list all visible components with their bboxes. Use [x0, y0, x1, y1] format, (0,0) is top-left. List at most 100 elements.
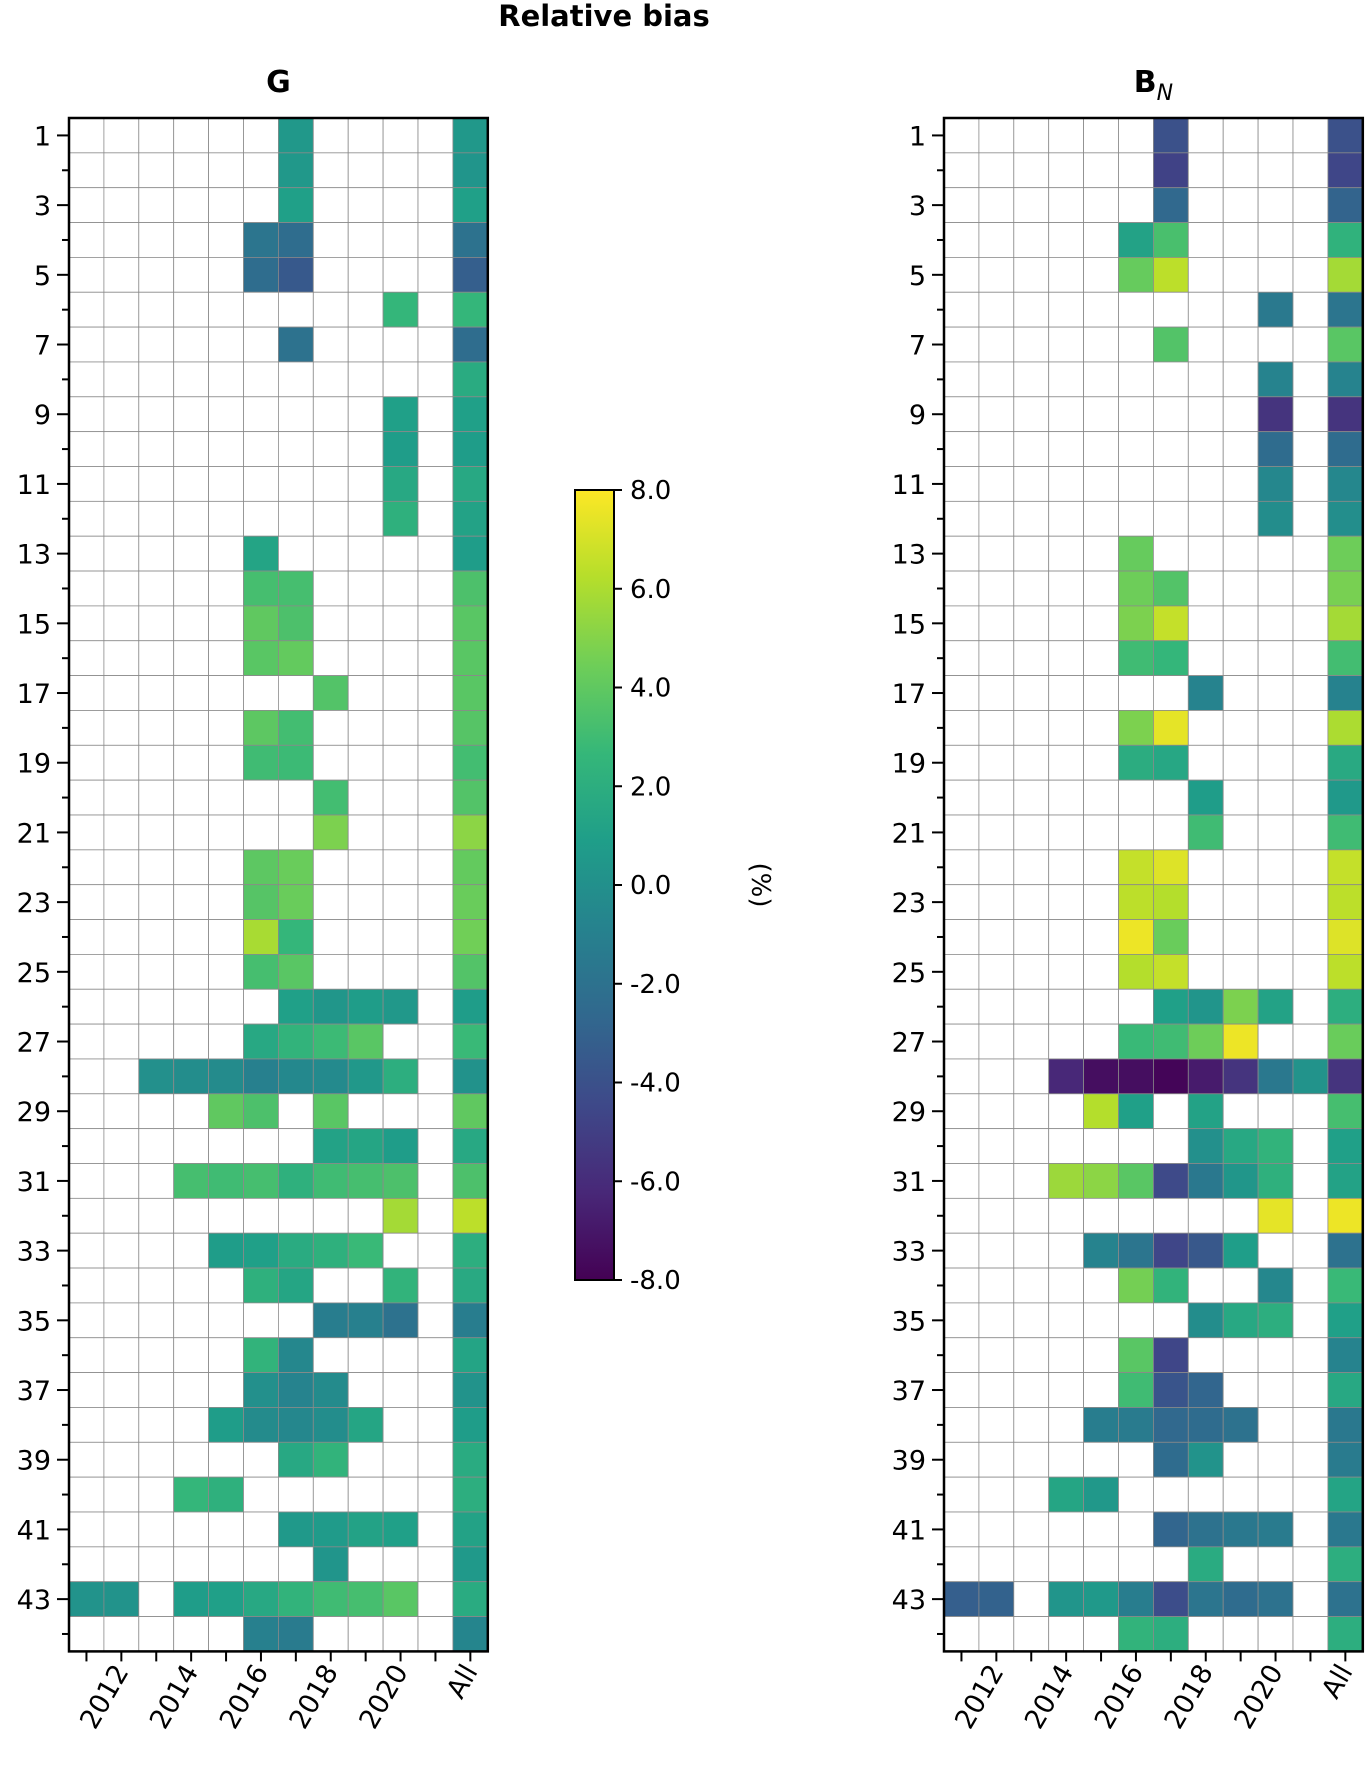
heatmap-cell-empty: [243, 1441, 279, 1478]
heatmap-cell: [277, 1511, 314, 1548]
heatmap-cell-empty: [103, 605, 140, 642]
heatmap-cell: [452, 1023, 489, 1060]
heatmap-cell-empty: [1222, 570, 1259, 607]
heatmap-cell: [1153, 187, 1189, 223]
heatmap-cell: [1222, 1163, 1259, 1199]
heatmap-cell-empty: [103, 1023, 140, 1060]
heatmap-cell: [347, 1302, 384, 1339]
heatmap-cell-empty: [1153, 466, 1189, 502]
heatmap-cell-empty: [68, 884, 105, 920]
heatmap-cell-empty: [103, 1197, 140, 1234]
heatmap-cell: [1327, 1511, 1364, 1548]
heatmap-cell: [312, 675, 349, 711]
y-tick-label: 19: [892, 749, 926, 780]
heatmap-cell-empty: [1013, 187, 1050, 223]
heatmap-cell-empty: [943, 1616, 980, 1652]
heatmap-cell-empty: [173, 222, 209, 258]
heatmap-cell: [452, 361, 489, 398]
heatmap-cell: [1153, 1511, 1189, 1548]
heatmap-cell-empty: [1222, 849, 1259, 886]
heatmap-cell-empty: [138, 570, 175, 607]
heatmap-cell: [243, 1023, 279, 1060]
heatmap-cell-empty: [978, 710, 1015, 746]
heatmap-cell-empty: [243, 675, 279, 711]
heatmap-cell-empty: [208, 779, 244, 816]
heatmap-cell-empty: [243, 431, 279, 467]
heatmap-cell-empty: [173, 361, 209, 398]
heatmap-cell-empty: [138, 744, 175, 781]
heatmap-cell-empty: [208, 1372, 244, 1408]
heatmap-cell-empty: [1187, 222, 1224, 258]
heatmap-cell-empty: [312, 570, 349, 607]
heatmap-cell: [243, 954, 279, 990]
heatmap-cell-empty: [68, 1441, 105, 1478]
colorbar-tick-label: -6.0: [630, 1167, 681, 1197]
heatmap-cell: [452, 1267, 489, 1304]
heatmap-cell: [1118, 1163, 1154, 1199]
heatmap-cell-empty: [173, 919, 209, 955]
heatmap-cell-empty: [1013, 988, 1050, 1025]
heatmap-cell-empty: [68, 1093, 105, 1130]
heatmap-cell-empty: [68, 779, 105, 816]
heatmap-cell: [382, 500, 419, 537]
heatmap-cell-empty: [1083, 222, 1119, 258]
heatmap-cell: [68, 1581, 105, 1617]
heatmap-cell-empty: [103, 1441, 140, 1478]
heatmap-cell: [277, 744, 314, 781]
heatmap-cell: [243, 1093, 279, 1130]
y-tick-label: 9: [34, 400, 51, 431]
heatmap-cell-empty: [347, 1267, 384, 1304]
heatmap-cell: [452, 1616, 489, 1652]
heatmap-cell-empty: [1187, 466, 1224, 502]
heatmap-cell-empty: [103, 535, 140, 572]
heatmap-cell: [1327, 1337, 1364, 1373]
heatmap-cell-empty: [243, 466, 279, 502]
heatmap-cell-empty: [978, 570, 1015, 607]
heatmap-cell-empty: [1222, 1197, 1259, 1234]
heatmap-cell: [312, 814, 349, 851]
heatmap-cell-empty: [138, 1616, 175, 1652]
heatmap-cell: [452, 1476, 489, 1513]
heatmap-cell: [277, 187, 314, 223]
heatmap-cell: [277, 1232, 314, 1269]
heatmap-cell: [1153, 1163, 1189, 1199]
heatmap-cell-empty: [1083, 919, 1119, 955]
heatmap-cell-empty: [1292, 605, 1329, 642]
y-tick-label: 11: [892, 470, 926, 501]
heatmap-cell-empty: [347, 744, 384, 781]
heatmap-cell: [1257, 1128, 1294, 1164]
heatmap-cell-empty: [1187, 954, 1224, 990]
heatmap-cell: [1327, 1197, 1364, 1234]
heatmap-cell-empty: [382, 187, 419, 223]
heatmap-cell-empty: [1292, 1511, 1329, 1548]
heatmap-cell-empty: [68, 187, 105, 223]
heatmap-cell: [1257, 1058, 1294, 1095]
heatmap-cell-empty: [173, 256, 209, 293]
heatmap-cell-empty: [1292, 919, 1329, 955]
heatmap-cell-empty: [277, 500, 314, 537]
heatmap-cell: [1327, 1023, 1364, 1060]
heatmap-cell-empty: [347, 1476, 384, 1513]
heatmap-cell-empty: [208, 1511, 244, 1548]
heatmap-cell: [1327, 1546, 1364, 1583]
heatmap-cell-empty: [68, 744, 105, 781]
y-tick-label: 31: [892, 1167, 926, 1198]
heatmap-cell-empty: [312, 1267, 349, 1304]
heatmap-cell: [243, 1163, 279, 1199]
heatmap-cell-empty: [277, 291, 314, 328]
heatmap-cell-empty: [1222, 152, 1259, 189]
heatmap-cell-empty: [417, 361, 454, 398]
heatmap-cell-empty: [208, 291, 244, 328]
heatmap-cell-empty: [208, 1441, 244, 1478]
heatmap-cell-empty: [382, 1372, 419, 1408]
heatmap-cell-empty: [103, 1372, 140, 1408]
heatmap-cell-empty: [978, 1163, 1015, 1199]
heatmap-cell: [1187, 1232, 1224, 1269]
heatmap-cell-empty: [943, 744, 980, 781]
heatmap-cell: [1048, 1581, 1084, 1617]
heatmap-cell-empty: [943, 361, 980, 398]
heatmap-cell-empty: [103, 1163, 140, 1199]
heatmap-cell: [277, 256, 314, 293]
heatmap-cell-empty: [68, 1407, 105, 1443]
heatmap-cell: [277, 884, 314, 920]
